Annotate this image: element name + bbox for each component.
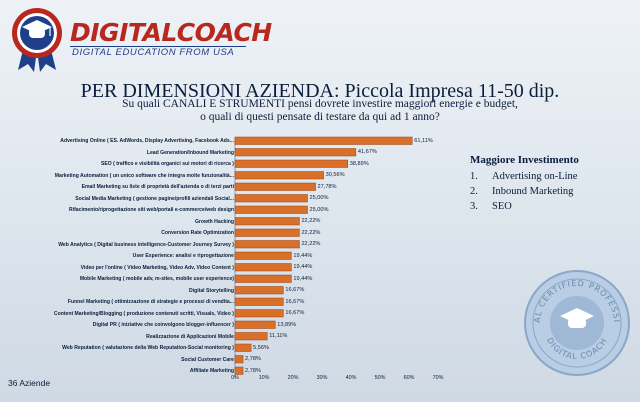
x-tick-label: 50%	[374, 375, 386, 381]
category-label: Advertising Online ( ES. AdWords, Displa…	[60, 138, 234, 144]
category-label: Social Media Marketing ( gestione pagine…	[75, 195, 234, 202]
category-label: Funnel Marketing ( ottimizzazione di str…	[67, 299, 234, 305]
page-title: PER DIMENSIONI AZIENDA: Piccola Impresa …	[80, 80, 560, 102]
category-label: Mobile Marketing ( mobile adv, m-sites, …	[79, 276, 234, 282]
certified-seal-icon: DIGITAL CERTIFIED PROFESSIONAL DIGITAL C…	[522, 268, 630, 376]
value-label: 2,78%	[245, 367, 261, 374]
value-label: 61,11%	[414, 137, 433, 144]
subtitle-line-1: Su quali CANALI E STRUMENTI pensi dovret…	[122, 98, 518, 110]
x-tick-label: 0%	[231, 375, 239, 381]
bar	[234, 228, 300, 237]
value-label: 25,00%	[309, 206, 329, 213]
x-tick-label: 60%	[403, 375, 415, 381]
category-label: Growth Hacking	[194, 218, 234, 225]
category-label: Web Analytics ( Digital business intelli…	[58, 241, 234, 248]
bar	[234, 286, 284, 295]
brand-logo: DIGITALCOACH DIGITAL EDUCATION FROM USA	[8, 4, 278, 76]
value-label: 16,67%	[285, 287, 305, 294]
bar	[234, 343, 252, 352]
value-label: 27,78%	[317, 183, 337, 190]
legend-item: 3. SEO	[470, 201, 512, 212]
category-label: SEO ( traffico e visibilità organici sui…	[100, 161, 234, 167]
bar	[234, 159, 349, 168]
legend-item: 1. Advertising on-Line	[470, 171, 578, 182]
category-label: Realizzazione di Applicazioni Mobile	[146, 333, 234, 340]
subtitle-line-2: o quali di questi pensate di testare da …	[200, 111, 440, 123]
bar	[234, 309, 284, 318]
sample-size-note: 36 Aziende	[8, 378, 51, 388]
bar	[234, 366, 244, 375]
bar	[234, 240, 300, 249]
bar	[234, 148, 357, 157]
value-label: 5,56%	[253, 344, 269, 351]
bar	[234, 355, 244, 364]
x-tick-label: 10%	[258, 375, 270, 381]
bar	[234, 171, 324, 180]
legend-title: Maggiore Investimento	[470, 154, 579, 166]
legend: Maggiore Investimento 1. Advertising on-L…	[470, 154, 620, 214]
value-label: 19,44%	[293, 252, 313, 259]
value-label: 19,44%	[293, 264, 313, 271]
value-label: 22,22%	[301, 241, 321, 248]
x-tick-label: 20%	[287, 375, 299, 381]
brand-badge-icon	[12, 8, 62, 72]
value-label: 30,56%	[325, 172, 345, 179]
bar	[234, 136, 413, 145]
value-label: 16,67%	[285, 298, 305, 305]
category-label: Rifacimento/riprogettazione siti web/por…	[68, 207, 234, 213]
brand-subtitle: DIGITAL EDUCATION FROM USA	[72, 47, 235, 58]
value-label: 25,00%	[309, 195, 329, 202]
category-label: Conversion Rate Optimization	[161, 230, 234, 236]
bar	[234, 320, 276, 329]
legend-item: 2. Inbound Marketing	[470, 186, 574, 197]
brand-divider	[70, 46, 246, 47]
bar	[234, 274, 292, 283]
value-label: 19,44%	[293, 275, 313, 282]
value-label: 22,22%	[301, 218, 321, 225]
value-label: 16,67%	[285, 310, 305, 317]
category-label: Digital PR ( iniziative che coinvolgono …	[92, 322, 234, 328]
brand-title: DIGITALCOACH	[70, 18, 272, 47]
category-label: Video per l'online ( Video Marketing, Vi…	[80, 264, 234, 271]
category-label: Content Marketing/Blogging ( produzione …	[53, 310, 234, 317]
bar	[234, 182, 316, 191]
bar	[234, 263, 292, 272]
category-label: User Experience: analisi e riprogettazio…	[132, 253, 234, 259]
value-label: 13,89%	[277, 321, 297, 328]
category-label: Social Customer Care	[181, 356, 234, 363]
x-tick-label: 30%	[316, 375, 328, 381]
bar	[234, 205, 308, 214]
category-label: Web Reputation ( valutazione della Web R…	[62, 345, 234, 351]
category-label: Email Marketing su liste di proprietà de…	[81, 184, 234, 190]
x-tick-label: 40%	[345, 375, 357, 381]
value-label: 22,22%	[301, 229, 321, 236]
bar	[234, 251, 292, 260]
category-label: Marketing Automation ( un unico software…	[54, 172, 234, 179]
bar	[234, 332, 268, 341]
value-label: 38,89%	[349, 160, 369, 167]
bar	[234, 217, 300, 226]
category-label: Lead Generation/Inbound Marketing	[146, 149, 234, 156]
category-label: Digital Storytelling	[189, 287, 234, 294]
bar	[234, 297, 284, 306]
value-label: 2,78%	[245, 356, 261, 363]
page-subtitle: Su quali CANALI E STRUMENTI pensi dovret…	[0, 98, 640, 124]
value-label: 41,67%	[357, 149, 377, 156]
value-label: 11,11%	[269, 333, 288, 340]
category-label: Affiliate Marketing	[189, 368, 234, 374]
x-tick-label: 70%	[432, 375, 444, 381]
bar	[234, 194, 308, 203]
